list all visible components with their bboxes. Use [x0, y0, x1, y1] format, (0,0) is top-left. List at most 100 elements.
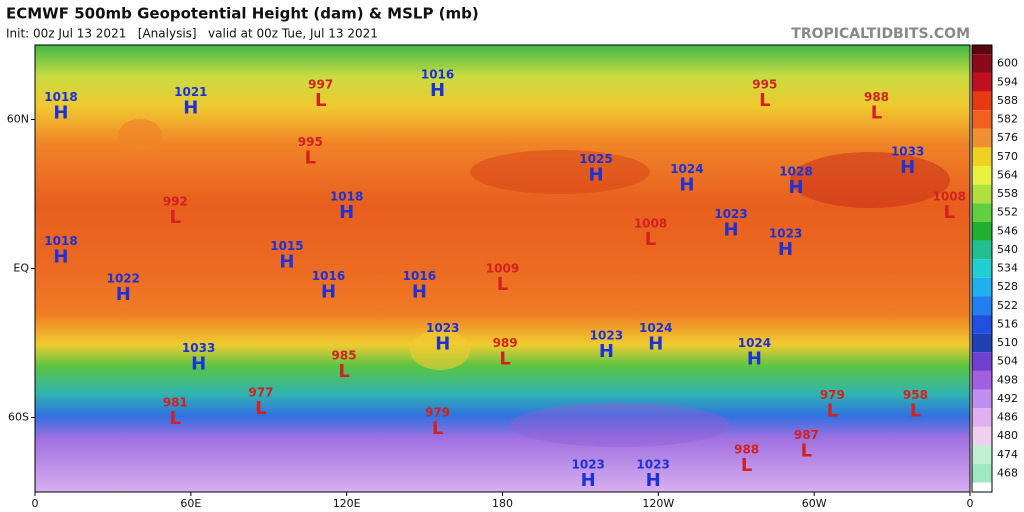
center-letter: H	[900, 157, 915, 178]
center-value: 1023	[636, 458, 669, 472]
colorbar-tick-label: 540	[997, 243, 1018, 256]
center-value: 988	[734, 443, 759, 457]
x-tick-label: 60E	[180, 497, 201, 510]
x-tick-label: 120E	[333, 497, 361, 510]
center-value: 1023	[572, 458, 605, 472]
center-letter: H	[724, 219, 739, 240]
title: ECMWF 500mb Geopotential Height (dam) & …	[6, 5, 479, 23]
colorbar-swatch	[972, 370, 992, 390]
center-letter: H	[116, 284, 131, 305]
center-letter: L	[645, 229, 656, 250]
colorbar-tick-label: 480	[997, 429, 1018, 442]
colorbar-swatch	[972, 128, 992, 148]
center-value: 1018	[330, 189, 363, 203]
ridge	[470, 150, 650, 194]
center-value: 1016	[403, 269, 436, 283]
x-tick-label: 180	[492, 497, 513, 510]
x-tick-label: 0	[32, 497, 39, 510]
map-area: 1018H1021H997L995L1016H992L1018H1015H101…	[34, 44, 971, 493]
center-value: 995	[752, 78, 777, 92]
colorbar-swatch	[972, 240, 992, 260]
center-value: 1028	[779, 165, 812, 179]
colorbar-tick-label: 528	[997, 280, 1018, 293]
colorbar-swatch	[972, 184, 992, 204]
colorbar-swatch	[972, 72, 992, 92]
center-letter: L	[338, 361, 349, 382]
center-value: 1021	[174, 85, 207, 99]
colorbar-swatch	[972, 203, 992, 222]
center-value: 995	[298, 135, 323, 149]
center-value: 997	[308, 78, 333, 92]
center-letter: L	[170, 207, 181, 228]
colorbar-swatch	[972, 426, 992, 446]
x-tick-label: 0	[967, 497, 974, 510]
colorbar-tick-label: 552	[997, 206, 1018, 219]
colorbar-swatch	[972, 408, 992, 427]
center-value: 1023	[769, 227, 802, 241]
colorbar-tick-label: 486	[997, 411, 1018, 424]
center-letter: H	[679, 175, 694, 196]
colorbar-swatch	[972, 389, 992, 409]
center-value: 1016	[312, 269, 345, 283]
colorbar-tick-label: 510	[997, 336, 1018, 349]
center-value: 1024	[670, 162, 703, 176]
colorbar-tick-label: 558	[997, 187, 1018, 200]
x-tick-label: 60W	[802, 497, 827, 510]
colorbar-tick-label: 522	[997, 299, 1018, 312]
center-letter: H	[788, 177, 803, 198]
colorbar-tick-label: 594	[997, 75, 1018, 88]
colorbar-tick-label: 468	[997, 466, 1018, 479]
center-letter: H	[435, 334, 450, 355]
center-value: 992	[163, 194, 188, 208]
colorbar-swatch	[972, 352, 992, 371]
colorbar-frame	[971, 44, 993, 493]
colorbar-swatch	[972, 259, 992, 278]
colorbar-tick-label: 516	[997, 317, 1018, 330]
center-letter: H	[430, 80, 445, 101]
center-letter: H	[412, 281, 427, 302]
colorbar: 600 594 588 582 576 570 564 558 552 546 540 534 528 5…	[971, 44, 1018, 493]
center-value: 981	[163, 396, 188, 410]
center-letter: L	[305, 147, 316, 168]
trough	[510, 403, 730, 447]
center-value: 977	[248, 386, 273, 400]
center-value: 1008	[933, 189, 966, 203]
x-tick-label: 120W	[642, 497, 674, 510]
center-letter: L	[432, 418, 443, 439]
center-letter: H	[646, 470, 661, 491]
center-letter: L	[943, 202, 954, 223]
colorbar-tick-label: 474	[997, 448, 1018, 461]
center-letter: H	[321, 281, 336, 302]
colorbar-tick-label: 588	[997, 94, 1018, 107]
center-letter: L	[801, 440, 812, 461]
ridge	[410, 330, 470, 370]
colorbar-cap	[972, 45, 992, 55]
center-letter: H	[581, 470, 596, 491]
center-letter: H	[183, 98, 198, 119]
colorbar-tick-label: 498	[997, 373, 1018, 386]
center-letter: L	[827, 401, 838, 422]
colorbar-tick-label: 600	[997, 57, 1018, 70]
center-value: 1024	[738, 336, 771, 350]
y-tick-label: 60N	[7, 113, 29, 126]
center-value: 979	[820, 388, 845, 402]
colorbar-tick-label: 564	[997, 168, 1018, 181]
colorbar-swatch	[972, 277, 992, 297]
colorbar-swatch	[972, 91, 992, 111]
center-value: 1018	[44, 90, 77, 104]
colorbar-tick-label: 504	[997, 355, 1018, 368]
center-value: 958	[903, 388, 928, 402]
colorbar-tick-label: 576	[997, 131, 1018, 144]
center-letter: H	[778, 239, 793, 260]
center-value: 1009	[486, 261, 519, 275]
center-value: 979	[425, 405, 450, 419]
center-value: 1016	[421, 68, 454, 82]
center-letter: L	[497, 274, 508, 295]
height-field	[35, 45, 970, 492]
colorbar-cap	[972, 482, 992, 492]
center-letter: L	[910, 401, 921, 422]
colorbar-tick-label: 570	[997, 150, 1018, 163]
center-letter: H	[53, 247, 68, 268]
colorbar-tick-label: 582	[997, 113, 1018, 126]
